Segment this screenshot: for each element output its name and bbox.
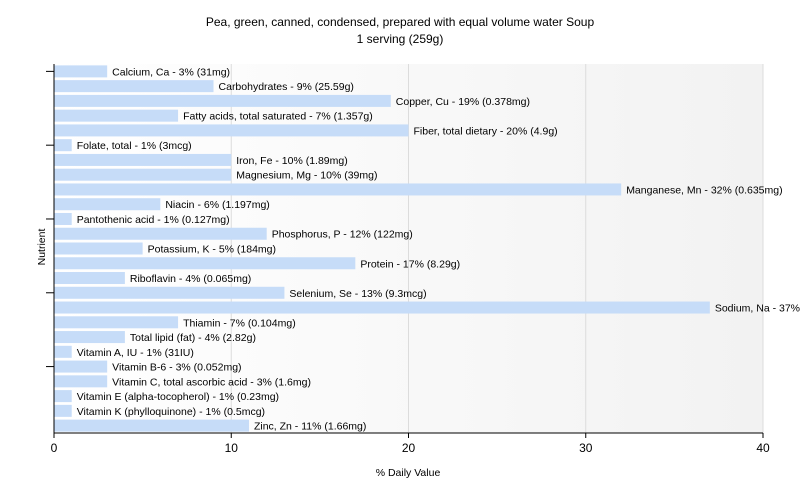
- x-tick-label: 0: [51, 441, 58, 455]
- bar-label: Pantothenic acid - 1% (0.127mg): [77, 214, 230, 226]
- bar-label: Vitamin B-6 - 3% (0.052mg): [112, 362, 241, 374]
- bar: [54, 65, 108, 78]
- bar: [54, 316, 179, 329]
- bar: [54, 139, 72, 152]
- x-tick-label: 10: [225, 441, 239, 455]
- bar: [54, 168, 232, 181]
- bar-label: Vitamin E (alpha-tocopherol) - 1% (0.23m…: [77, 391, 279, 403]
- bar-label: Zinc, Zn - 11% (1.66mg): [254, 421, 366, 433]
- bar: [54, 153, 232, 166]
- bar-label: Riboflavin - 4% (0.065mg): [130, 273, 251, 285]
- bar: [54, 109, 179, 122]
- bar-label: Folate, total - 1% (3mcg): [77, 140, 192, 152]
- bar: [54, 80, 214, 93]
- bar-label: Vitamin C, total ascorbic acid - 3% (1.6…: [112, 376, 311, 388]
- bar-label: Fiber, total dietary - 20% (4.9g): [414, 125, 558, 137]
- chart-title: Pea, green, canned, condensed, prepared …: [205, 15, 595, 29]
- bar-label: Copper, Cu - 19% (0.378mg): [396, 96, 530, 108]
- bar-label: Magnesium, Mg - 10% (39mg): [236, 170, 377, 182]
- bar: [54, 272, 125, 285]
- bar-label: Potassium, K - 5% (184mg): [148, 244, 276, 256]
- bar: [54, 124, 409, 137]
- bar: [54, 360, 108, 373]
- bar-label: Phosphorus, P - 12% (122mg): [272, 229, 413, 241]
- x-tick-label: 30: [579, 441, 593, 455]
- bar: [54, 301, 710, 314]
- bar-label: Iron, Fe - 10% (1.89mg): [236, 155, 347, 167]
- bar: [54, 375, 108, 388]
- bar-label: Vitamin K (phylloquinone) - 1% (0.5mcg): [77, 406, 265, 418]
- bar: [54, 257, 356, 270]
- x-tick-label: 40: [756, 441, 770, 455]
- bar: [54, 345, 72, 358]
- bar: [54, 242, 143, 255]
- bar: [54, 227, 267, 240]
- bar: [54, 390, 72, 403]
- bar-label: Selenium, Se - 13% (9.3mcg): [289, 288, 426, 300]
- bar: [54, 419, 249, 432]
- bar-label: Fatty acids, total saturated - 7% (1.357…: [183, 111, 373, 123]
- bar: [54, 94, 391, 107]
- bar-label: Sodium, Na - 37% (891mg): [715, 303, 800, 315]
- bar-label: Protein - 17% (8.29g): [360, 258, 460, 270]
- bar-label: Niacin - 6% (1.197mg): [165, 199, 269, 211]
- bar-label: Calcium, Ca - 3% (31mg): [112, 66, 230, 78]
- bar: [54, 198, 161, 211]
- bar-label: Thiamin - 7% (0.104mg): [183, 317, 296, 329]
- bar-label: Manganese, Mn - 32% (0.635mg): [626, 184, 782, 196]
- bar-label: Carbohydrates - 9% (25.59g): [219, 81, 354, 93]
- bar: [54, 212, 72, 225]
- bar: [54, 183, 622, 196]
- x-axis-title: % Daily Value: [376, 467, 441, 479]
- bar-label: Total lipid (fat) - 4% (2.82g): [130, 332, 256, 344]
- bar-label: Vitamin A, IU - 1% (31IU): [77, 347, 194, 359]
- x-tick-label: 20: [402, 441, 416, 455]
- bar: [54, 286, 285, 299]
- chart-subtitle: 1 serving (259g): [356, 32, 444, 46]
- y-axis-title: Nutrient: [36, 229, 48, 266]
- bar: [54, 404, 72, 417]
- bar: [54, 331, 125, 344]
